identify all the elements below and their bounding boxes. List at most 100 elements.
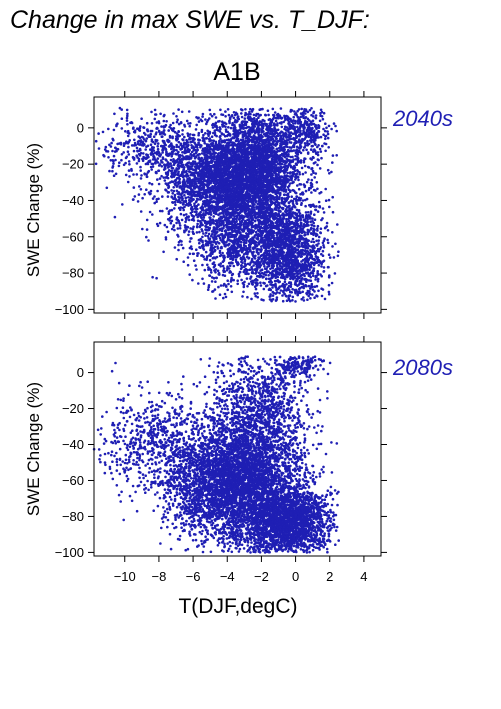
data-point [319,191,323,194]
data-point [224,115,227,118]
data-point [204,183,207,186]
data-point [257,130,261,134]
data-point [237,153,240,157]
data-point [303,185,307,189]
data-point [187,196,190,199]
data-point [247,138,250,141]
data-point [132,173,135,176]
data-point [297,187,301,191]
data-point [311,155,315,159]
data-point [196,222,199,226]
data-point [203,156,207,159]
data-point [251,185,254,189]
data-point [187,218,191,222]
data-point [276,149,280,153]
data-point [189,203,192,207]
data-point [300,166,304,170]
data-point [326,168,330,172]
data-point [190,195,193,199]
data-point [241,188,245,192]
data-point [298,173,302,176]
data-point [241,135,245,139]
data-point [257,171,261,174]
data-point [295,172,299,176]
data-point [141,196,144,200]
data-point [299,161,303,164]
data-point [260,131,264,134]
data-point [248,110,251,114]
data-point [232,171,236,174]
data-point [247,130,251,134]
data-point [290,149,294,153]
data-point [201,168,204,171]
data-point [158,177,162,180]
data-point [280,130,284,134]
data-point [296,169,299,172]
data-point [303,164,307,168]
data-point [267,138,270,142]
data-point [269,153,272,157]
data-point [270,166,273,169]
data-point [205,179,208,183]
period-label-2040s: 2040s [393,106,453,131]
data-point [148,210,152,214]
data-point [284,161,287,164]
data-point [196,180,200,183]
data-point [227,141,231,144]
data-point [173,182,176,185]
data-point [124,130,127,133]
data-point [222,121,225,125]
data-point [224,125,227,128]
data-point [254,154,258,158]
data-point [218,139,221,143]
data-point [240,122,244,125]
data-point [267,185,271,188]
data-point [254,187,258,191]
data-point [255,148,258,151]
data-point [212,189,216,193]
data-point [173,193,177,197]
data-point [237,146,240,149]
data-point [220,198,224,201]
data-point [307,178,310,181]
data-point [170,208,174,212]
data-point [186,190,190,193]
data-point [163,223,167,227]
data-point [250,177,254,180]
data-point [234,160,237,164]
data-point [245,112,248,116]
data-point [232,148,235,151]
data-point [204,209,208,213]
data-point [310,167,314,170]
data-point [141,227,144,231]
data-point [185,169,188,173]
data-point [237,181,241,185]
data-point [188,198,191,202]
data-point [282,152,286,155]
data-point [240,112,243,115]
data-point [173,207,176,210]
data-point [140,174,143,177]
data-point [196,153,200,157]
data-point [269,118,273,122]
data-point [208,117,211,120]
data-point [218,160,221,163]
data-point [254,181,257,185]
data-point [229,180,233,184]
data-point [249,135,253,139]
data-point [183,184,186,188]
data-point [283,193,287,196]
data-point [249,167,253,170]
data-point [126,180,130,184]
data-point [264,147,267,151]
data-point [265,155,269,159]
data-point [225,158,229,162]
data-point [235,169,239,173]
data-point [268,187,272,191]
data-point [286,171,290,175]
data-point [254,173,257,177]
data-point [218,126,222,129]
data-point [244,154,248,158]
data-point [191,210,194,213]
